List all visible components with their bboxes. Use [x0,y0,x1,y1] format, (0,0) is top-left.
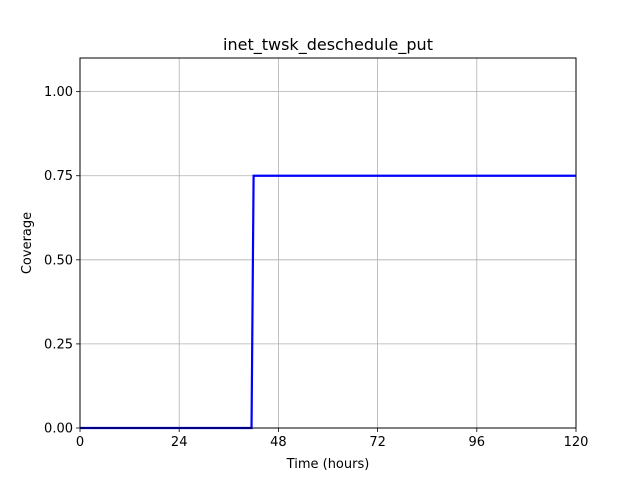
x-tick-label: 96 [469,435,486,450]
y-tick-label: 0.75 [44,169,73,184]
y-tick-label: 0.50 [44,253,73,268]
y-tick-label: 0.25 [44,337,73,352]
series-layer [80,174,576,430]
x-tick-label: 0 [76,435,84,450]
x-tick-label: 24 [171,435,188,450]
y-tick-label: 1.00 [44,85,73,100]
coverage-line [80,174,576,430]
chart-title: inet_twsk_deschedule_put [223,35,433,55]
grid-lines [79,58,577,429]
y-axis-label: Coverage [20,212,35,274]
x-axis-ticks: 0 24 48 72 96 120 [76,428,589,450]
plot-frame [79,57,577,429]
x-tick-label: 48 [270,435,287,450]
x-tick-label: 120 [564,435,589,450]
x-tick-label: 72 [369,435,386,450]
y-tick-label: 0.00 [44,422,73,437]
y-axis-ticks: 0.00 0.25 0.50 0.75 1.00 [44,85,80,437]
x-axis-label: Time (hours) [286,457,370,472]
